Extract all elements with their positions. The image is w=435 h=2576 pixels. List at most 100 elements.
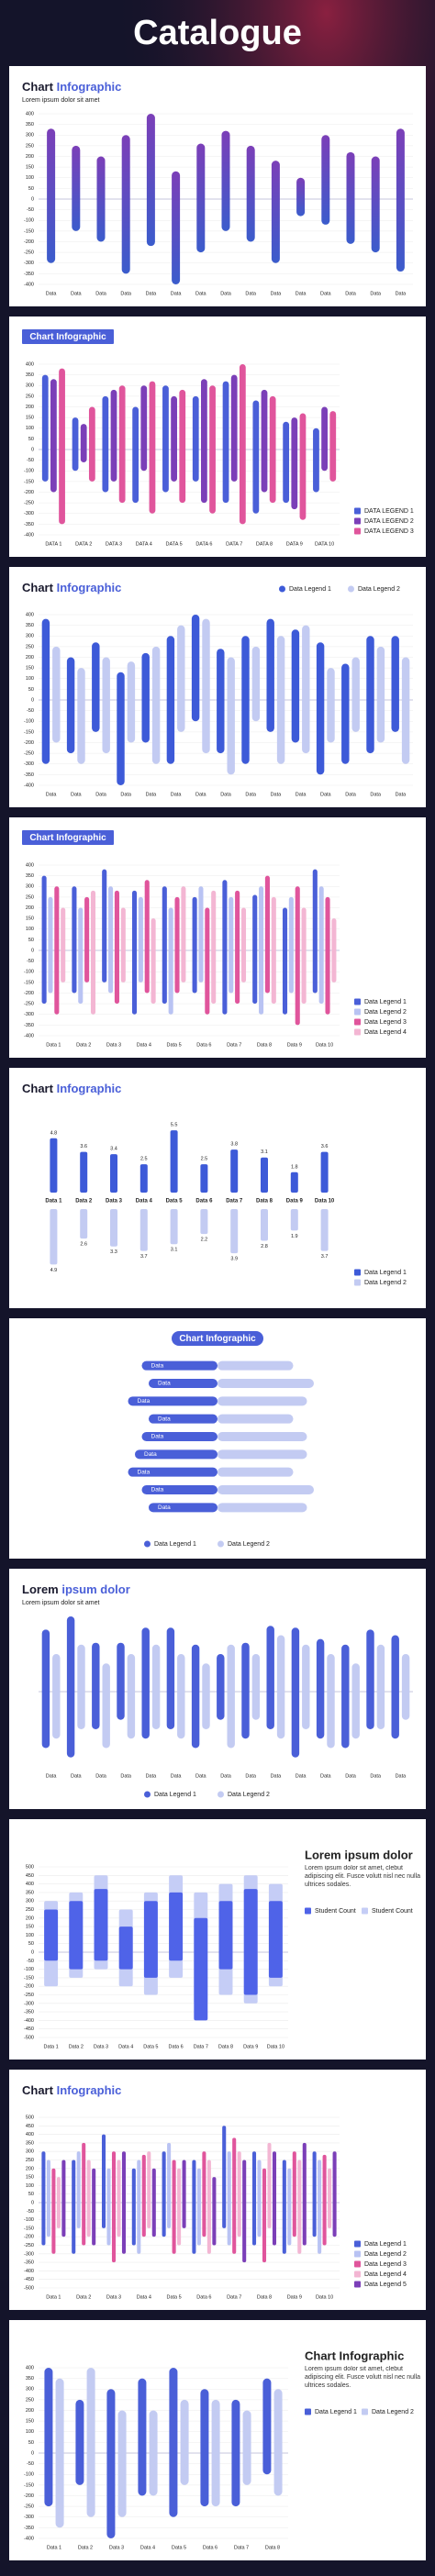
x-tick-label: Data 5 — [166, 1042, 181, 1048]
y-tick-label: -350 — [24, 1023, 34, 1028]
title-main: Chart — [22, 2083, 54, 2097]
bar — [88, 406, 95, 482]
y-tick-label: 400 — [26, 1882, 34, 1887]
bar — [41, 618, 50, 764]
bar — [66, 1616, 75, 1758]
bar — [266, 1626, 274, 1729]
y-tick-label: -150 — [24, 228, 34, 234]
bar — [76, 2151, 81, 2228]
bar — [118, 385, 126, 504]
bar — [230, 374, 238, 482]
bar — [82, 2142, 86, 2246]
x-tick-label: Data — [345, 291, 357, 296]
y-tick-label: 0 — [31, 948, 34, 953]
y-tick-label: -50 — [27, 458, 34, 463]
bar — [196, 2168, 201, 2246]
x-tick-label: Data — [195, 792, 207, 797]
x-tick-label: Data 7 — [234, 2545, 249, 2550]
y-tick-label: -50 — [27, 959, 34, 964]
legend-label: Data Legend 2 — [364, 1009, 407, 1016]
x-tick-label: Data — [271, 291, 283, 296]
category-label: Data — [151, 1487, 164, 1493]
bar — [322, 2154, 327, 2246]
x-tick-label: Data — [296, 291, 307, 296]
x-tick-label: Data — [71, 792, 83, 797]
y-tick-label: 350 — [26, 122, 34, 128]
category-label: Data — [144, 1451, 157, 1458]
x-tick-label: Data 4 — [137, 2294, 151, 2300]
bar — [312, 869, 318, 994]
bar — [149, 2410, 158, 2496]
x-tick-label: DATA 2 — [75, 541, 92, 547]
chart-title: Lorem ipsum dolor — [22, 1582, 130, 1596]
bar — [222, 381, 229, 504]
x-tick-label: Data 4 — [136, 1199, 153, 1205]
bar — [147, 2151, 151, 2228]
bar — [59, 368, 65, 525]
bar — [191, 615, 200, 722]
chart-title: Chart Infographic — [305, 2348, 404, 2362]
bar — [86, 2368, 95, 2517]
bar — [318, 2160, 322, 2254]
x-tick-label: Data 1 — [43, 2044, 58, 2049]
chart-title: Chart Infographic — [22, 80, 121, 94]
legend-label: Data Legend 4 — [364, 1029, 407, 1036]
legend-label: Data Legend 1 — [154, 1792, 196, 1798]
value-label: 1.9 — [291, 1234, 298, 1239]
bar — [141, 1432, 218, 1441]
bar — [232, 2137, 237, 2254]
x-tick-label: Data 8 — [257, 2294, 272, 2300]
chart-title: Chart Infographic — [22, 1082, 121, 1095]
x-tick-label: Data 9 — [287, 2294, 302, 2300]
x-tick-label: Data 6 — [196, 2294, 211, 2300]
bar — [194, 1917, 208, 2021]
bar — [290, 1209, 298, 1231]
x-tick-label: Data — [245, 792, 257, 797]
y-tick-label: -300 — [24, 511, 34, 516]
bar — [241, 1642, 250, 1739]
bar — [72, 145, 81, 231]
bar — [283, 421, 290, 504]
x-tick-label: Data — [171, 792, 183, 797]
y-tick-label: 0 — [31, 697, 34, 703]
x-tick-label: Data 10 — [267, 2044, 284, 2049]
bar — [291, 1627, 300, 1758]
y-tick-label: -250 — [24, 2504, 34, 2510]
x-tick-label: Data — [396, 792, 407, 797]
x-tick-label: Data — [345, 1773, 357, 1779]
y-tick-label: 50 — [28, 2440, 34, 2446]
bar — [320, 1151, 329, 1193]
x-tick-label: Data — [71, 291, 83, 296]
bar — [179, 389, 186, 504]
title-accent: Infographic — [57, 80, 122, 94]
x-tick-label: Data 1 — [46, 1042, 61, 1048]
bar — [218, 1467, 294, 1477]
bar — [376, 646, 385, 743]
bar — [52, 646, 61, 743]
bar — [341, 663, 350, 764]
bar — [66, 657, 75, 754]
legend-label: Data Legend 3 — [364, 2261, 407, 2268]
x-tick-label: Data — [95, 792, 107, 797]
x-tick-label: Data 3 — [94, 2044, 108, 2049]
bar — [117, 2160, 121, 2237]
x-tick-label: Data 8 — [265, 2545, 280, 2550]
value-label: 1.8 — [291, 1164, 298, 1170]
x-tick-label: Data 7 — [226, 1199, 243, 1205]
x-tick-label: Data — [46, 291, 58, 296]
page-title: Catalogue — [133, 14, 302, 52]
x-tick-label: Data — [120, 1773, 132, 1779]
bar — [102, 657, 110, 754]
y-tick-label: -200 — [24, 2235, 34, 2240]
y-tick-label: 150 — [26, 1925, 34, 1930]
x-tick-label: Data 1 — [46, 2294, 61, 2300]
y-tick-label: -400 — [24, 532, 34, 538]
bar — [297, 2160, 302, 2254]
y-tick-label: -50 — [27, 1959, 34, 1964]
bar — [351, 657, 360, 732]
y-tick-label: -200 — [24, 740, 34, 746]
x-tick-label: DATA 9 — [286, 541, 303, 547]
y-tick-label: 0 — [31, 2450, 34, 2456]
x-tick-label: Data — [396, 291, 407, 296]
bar — [292, 2151, 296, 2237]
